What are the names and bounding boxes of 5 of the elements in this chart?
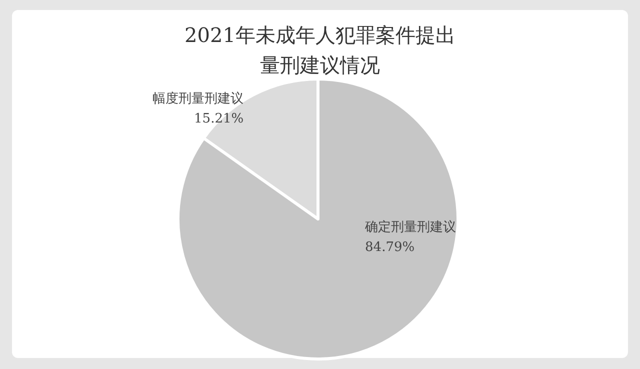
slice-label: 幅度刑量刑建议 (152, 90, 244, 107)
data-label: 15.21% (194, 112, 244, 127)
data-label: 84.79% (365, 240, 415, 256)
slice-label: 确定刑量刑建议 (364, 220, 456, 236)
chart-title: 2021年未成年人犯罪案件提出量刑建议情况 (184, 23, 456, 77)
